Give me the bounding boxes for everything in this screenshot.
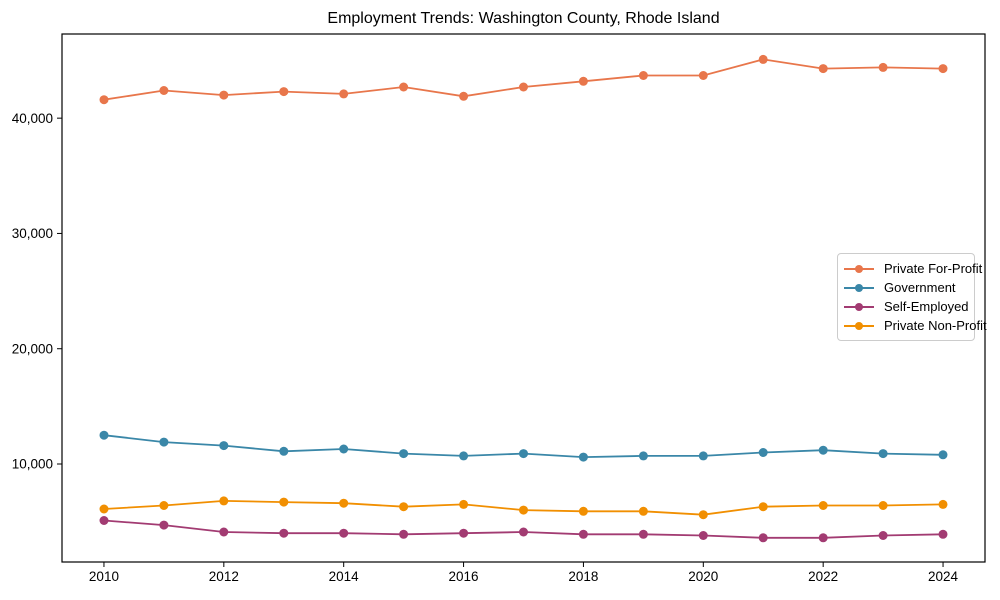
data-point-private-for-profit	[159, 86, 169, 95]
data-point-private-for-profit	[279, 87, 289, 97]
x-tick-label: 2014	[329, 569, 360, 584]
data-point-self-employed	[159, 520, 169, 530]
data-point-government	[578, 452, 588, 462]
legend-swatch-private-non-profit	[844, 321, 874, 330]
data-point-self-employed	[279, 528, 289, 538]
legend-label: Government	[884, 280, 956, 295]
data-point-self-employed	[399, 529, 409, 539]
data-point-self-employed	[339, 528, 349, 538]
legend-item-self-employed: Self-Employed	[843, 297, 969, 316]
y-tick-label: 20,000	[12, 341, 53, 356]
data-point-government	[219, 441, 229, 451]
x-tick-label: 2020	[688, 569, 718, 584]
legend-item-private-for-profit: Private For-Profit	[843, 259, 982, 278]
data-point-private-for-profit	[339, 89, 349, 99]
data-point-private-for-profit	[519, 82, 528, 92]
data-point-private-for-profit	[938, 64, 948, 74]
data-point-private-non-profit	[99, 504, 109, 514]
data-point-self-employed	[638, 529, 648, 539]
legend-label: Self-Employed	[884, 299, 969, 314]
data-point-government	[638, 451, 648, 461]
data-point-private-non-profit	[758, 502, 768, 512]
data-point-private-non-profit	[459, 499, 469, 509]
data-point-government	[938, 450, 948, 460]
data-point-government	[818, 445, 828, 455]
data-point-private-for-profit	[578, 76, 588, 86]
data-point-private-non-profit	[399, 502, 409, 512]
legend-item-private-non-profit: Private Non-Profit	[843, 316, 987, 335]
legend-label: Private For-Profit	[884, 261, 983, 276]
data-point-government	[279, 446, 289, 456]
y-tick-label: 10,000	[12, 457, 53, 472]
legend-label: Private Non-Profit	[884, 318, 987, 333]
x-tick-label: 2010	[89, 569, 119, 584]
data-point-self-employed	[519, 527, 528, 537]
legend-marker	[855, 302, 863, 311]
legend: Private For-Profit Government Self-Employe…	[837, 253, 987, 341]
legend-swatch-self-employed	[844, 302, 874, 311]
data-point-private-non-profit	[578, 506, 588, 516]
data-point-private-for-profit	[758, 54, 768, 64]
data-point-private-for-profit	[399, 82, 409, 92]
x-tick-label: 2012	[209, 569, 239, 584]
data-point-private-non-profit	[698, 510, 708, 520]
legend-swatch-private-for-profit	[844, 264, 874, 273]
x-tick-label: 2024	[928, 569, 959, 584]
data-point-government	[878, 449, 888, 459]
data-point-government	[758, 448, 768, 457]
series-line-private-for-profit	[103, 58, 944, 101]
legend-marker	[855, 283, 863, 292]
data-point-private-non-profit	[519, 505, 528, 515]
data-point-private-for-profit	[638, 71, 648, 80]
data-point-government	[99, 430, 109, 440]
data-point-government	[459, 451, 469, 461]
data-point-private-non-profit	[219, 496, 229, 506]
data-point-self-employed	[459, 528, 469, 538]
data-point-private-non-profit	[159, 501, 169, 510]
x-tick-label: 2022	[808, 569, 838, 584]
data-point-private-for-profit	[818, 64, 828, 74]
data-point-private-non-profit	[938, 499, 948, 509]
legend-marker	[855, 321, 863, 330]
data-point-self-employed	[698, 531, 708, 540]
y-tick-label: 30,000	[12, 226, 53, 241]
data-point-private-for-profit	[99, 95, 109, 105]
data-point-self-employed	[99, 516, 109, 525]
x-tick-label: 2016	[449, 569, 479, 584]
data-point-private-for-profit	[459, 91, 469, 101]
legend-swatch-government	[844, 283, 874, 292]
chart-title: Employment Trends: Washington County, Rh…	[327, 10, 720, 27]
data-point-private-for-profit	[698, 71, 708, 80]
data-point-government	[698, 451, 708, 461]
data-point-private-non-profit	[818, 501, 828, 510]
data-point-private-for-profit	[878, 62, 888, 72]
data-point-private-non-profit	[878, 501, 888, 510]
data-point-private-for-profit	[219, 90, 229, 100]
y-tick-label: 40,000	[12, 111, 53, 126]
legend-marker	[855, 264, 863, 273]
data-point-private-non-profit	[638, 506, 648, 516]
data-point-government	[399, 449, 409, 459]
data-point-self-employed	[758, 533, 768, 543]
plot-frame	[61, 33, 986, 563]
data-point-private-non-profit	[279, 497, 289, 507]
data-point-private-non-profit	[339, 498, 349, 508]
data-point-self-employed	[219, 527, 229, 537]
legend-item-government: Government	[843, 278, 968, 297]
data-point-self-employed	[878, 531, 888, 540]
data-point-self-employed	[938, 529, 948, 539]
data-point-government	[519, 449, 528, 459]
data-point-self-employed	[578, 529, 588, 539]
data-point-self-employed	[818, 533, 828, 543]
data-point-government	[159, 437, 169, 447]
x-tick-label: 2018	[568, 569, 598, 584]
data-point-government	[339, 444, 349, 454]
